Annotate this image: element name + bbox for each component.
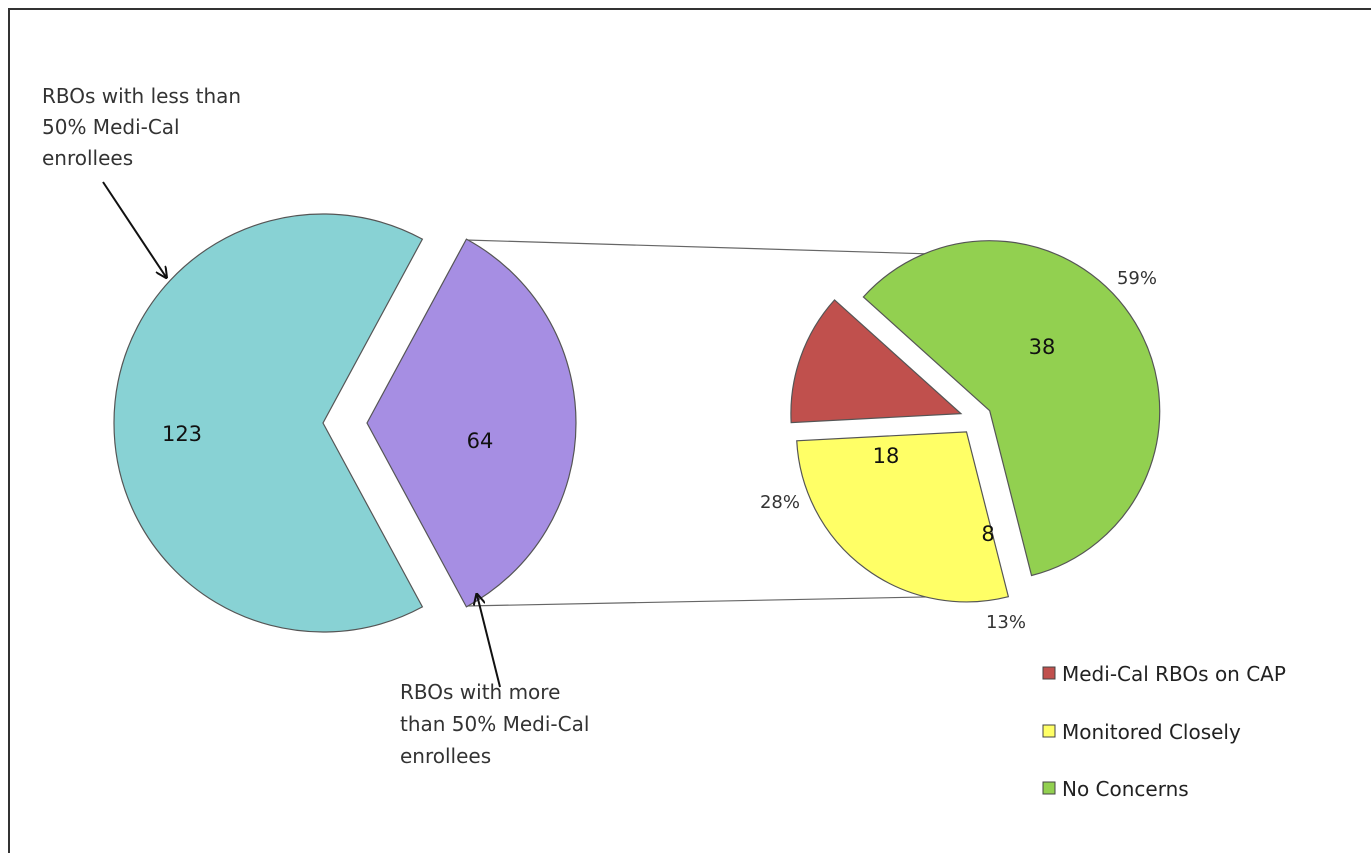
annotation-less-than-50: RBOs with less than 50% Medi-Cal enrolle…	[42, 84, 241, 277]
annotation-more-arrow	[477, 595, 501, 688]
annotation-more-line-1: RBOs with more	[400, 680, 560, 704]
secondary-pie-slice-monitored-closely	[796, 431, 1010, 603]
legend-label-no-concerns: No Concerns	[1062, 777, 1189, 801]
connector-line-bottom	[465, 595, 976, 607]
annotation-more-line-3: enrollees	[400, 744, 491, 768]
legend-label-medi-cal-rbos-on-cap: Medi-Cal RBOs on CAP	[1062, 662, 1286, 686]
data-label-64: 64	[467, 429, 494, 453]
annotation-more-line-2: than 50% Medi-Cal	[400, 712, 589, 736]
legend-swatch-monitored-closely	[1042, 724, 1056, 738]
chart-frame	[8, 8, 1371, 853]
percent-label-59: 59%	[1117, 268, 1157, 289]
main-pie-slice-less-than-50	[113, 213, 424, 633]
percent-label-28: 28%	[760, 492, 800, 513]
legend: Medi-Cal RBOs on CAP Monitored Closely N…	[1042, 662, 1286, 801]
main-pie-slice-more-than-50	[366, 238, 577, 608]
data-label-8: 8	[981, 522, 994, 546]
legend-label-monitored-closely: Monitored Closely	[1062, 720, 1241, 744]
legend-swatch-medi-cal-rbos-on-cap	[1042, 666, 1056, 680]
data-label-38: 38	[1029, 335, 1056, 359]
annotation-less-arrow	[102, 181, 166, 277]
secondary-pie-slice-medi-cal-rbos-on-cap	[790, 299, 963, 424]
secondary-pie-slice-no-concerns	[862, 240, 1161, 577]
legend-swatch-no-concerns	[1042, 781, 1056, 795]
annotation-less-line-3: enrollees	[42, 146, 133, 170]
connector-line-top	[465, 239, 1001, 257]
percent-label-13: 13%	[986, 612, 1026, 633]
annotation-more-than-50: RBOs with more than 50% Medi-Cal enrolle…	[400, 595, 589, 768]
annotation-less-line-2: 50% Medi-Cal	[42, 115, 180, 139]
annotation-less-line-1: RBOs with less than	[42, 84, 241, 108]
data-label-18: 18	[873, 444, 900, 468]
data-label-123: 123	[162, 422, 202, 446]
